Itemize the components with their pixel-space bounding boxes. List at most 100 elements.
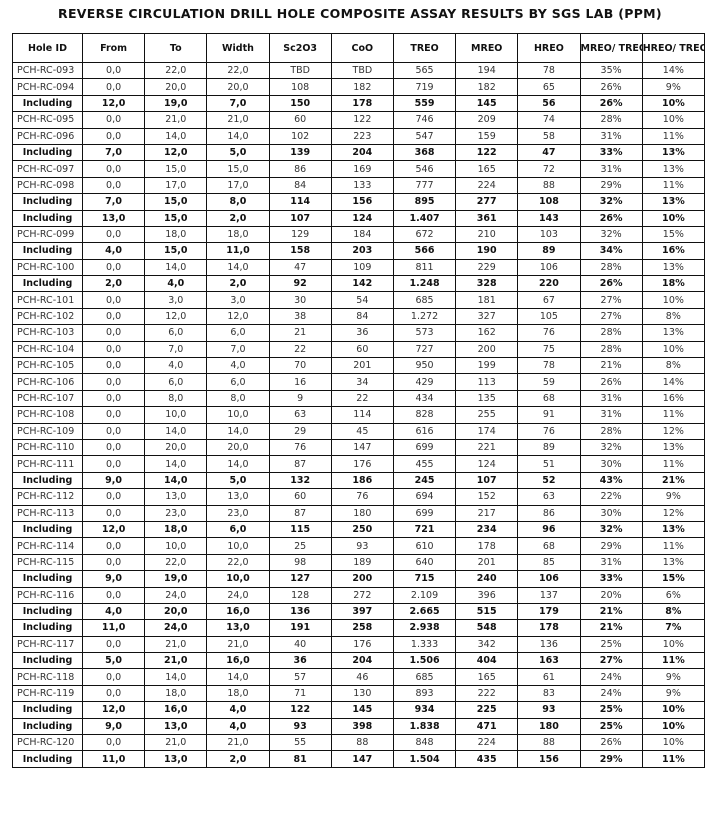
table-cell: 2,0 bbox=[206, 209, 270, 227]
table-cell: 28% bbox=[579, 258, 643, 277]
table-cell: 28% bbox=[579, 324, 643, 342]
including-row: Including 4,0 20,0 16,0 136 397 2.665 515 179 21%… bbox=[12, 602, 706, 621]
table-cell: 26% bbox=[579, 734, 643, 752]
table-row: PCH-RC-118 0,0 14,0 14,0 57 46 685 165 61 24% 9% bbox=[12, 668, 706, 686]
table-cell: 30% bbox=[579, 504, 643, 522]
table-cell: 159 bbox=[455, 127, 519, 145]
table-cell: 31% bbox=[579, 406, 643, 424]
hole-id-cell: PCH-RC-118 bbox=[12, 668, 83, 686]
including-row: Including 13,0 15,0 2,0 107 124 1.407 361 143 26%… bbox=[12, 209, 706, 227]
hole-id-cell: PCH-RC-103 bbox=[12, 324, 83, 342]
table-cell: 184 bbox=[330, 225, 394, 244]
table-cell: 88 bbox=[517, 176, 581, 195]
table-cell: 61 bbox=[517, 668, 581, 686]
table-cell: 124 bbox=[330, 209, 394, 227]
table-cell: 547 bbox=[392, 127, 457, 145]
table-cell: 0,0 bbox=[81, 258, 146, 277]
table-cell: 240 bbox=[455, 570, 519, 588]
table-row: PCH-RC-102 0,0 12,0 12,0 38 84 1.272 327 105 27% 8… bbox=[12, 307, 706, 326]
table-cell: 11% bbox=[641, 127, 706, 145]
table-cell: 87 bbox=[268, 455, 332, 473]
table-cell: 11% bbox=[641, 406, 706, 424]
table-cell: 4,0 bbox=[144, 275, 208, 293]
column-header: HREO/ TREO bbox=[641, 33, 706, 63]
table-cell: 2,0 bbox=[206, 750, 270, 768]
table-cell: 87 bbox=[268, 504, 332, 522]
table-cell: 342 bbox=[455, 635, 519, 654]
including-row: Including 9,0 13,0 4,0 93 398 1.838 471 180 25% 10… bbox=[12, 717, 706, 736]
table-cell: 78 bbox=[517, 357, 581, 375]
table-cell: 727 bbox=[392, 340, 457, 359]
table-cell: 685 bbox=[392, 291, 457, 309]
hole-id-cell: PCH-RC-116 bbox=[12, 586, 83, 604]
table-cell: 75 bbox=[517, 340, 581, 359]
table-cell: 19,0 bbox=[144, 570, 208, 588]
table-cell: 6,0 bbox=[206, 373, 270, 391]
table-cell: 13,0 bbox=[144, 717, 208, 736]
including-row: Including 12,0 18,0 6,0 115 250 721 234 96 32% 13% bbox=[12, 520, 706, 539]
table-row: PCH-RC-094 0,0 20,0 20,0 108 182 719 182 65 26% 9% bbox=[12, 78, 706, 96]
hole-id-cell: Including bbox=[12, 94, 83, 113]
table-cell: 14,0 bbox=[144, 258, 208, 277]
table-cell: 22,0 bbox=[206, 553, 270, 572]
table-cell: 8,0 bbox=[206, 193, 270, 211]
hole-id-cell: PCH-RC-110 bbox=[12, 438, 83, 457]
table-cell: 1.506 bbox=[392, 652, 457, 670]
table-cell: 14,0 bbox=[144, 455, 208, 473]
table-cell: 174 bbox=[455, 422, 519, 440]
table-cell: 0,0 bbox=[81, 225, 146, 244]
table-cell: 33% bbox=[579, 570, 643, 588]
table-cell: 9% bbox=[641, 684, 706, 703]
table-cell: 15,0 bbox=[144, 209, 208, 227]
header-row: Hole ID From To Width Sc2O3 CoO TREO MREO HREO MR… bbox=[12, 33, 706, 63]
table-cell: 21,0 bbox=[206, 734, 270, 752]
table-cell: 9,0 bbox=[81, 570, 146, 588]
table-cell: 30 bbox=[268, 291, 332, 309]
table-cell: 4,0 bbox=[206, 357, 270, 375]
table-cell: 136 bbox=[517, 635, 581, 654]
table-row: PCH-RC-093 0,0 22,0 22,0 TBD TBD 565 194 78 35% 14… bbox=[12, 61, 706, 80]
hole-id-cell: PCH-RC-111 bbox=[12, 455, 83, 473]
table-cell: 18,0 bbox=[206, 225, 270, 244]
hole-id-cell: PCH-RC-096 bbox=[12, 127, 83, 145]
hole-id-cell: Including bbox=[12, 570, 83, 588]
table-cell: 9 bbox=[268, 389, 332, 408]
table-cell: 11% bbox=[641, 176, 706, 195]
table-cell: 14,0 bbox=[144, 422, 208, 440]
table-cell: 26% bbox=[579, 78, 643, 96]
table-cell: 46 bbox=[330, 668, 394, 686]
table-cell: 0,0 bbox=[81, 61, 146, 80]
table-cell: 92 bbox=[268, 275, 332, 293]
table-cell: 108 bbox=[517, 193, 581, 211]
table-cell: 10% bbox=[641, 717, 706, 736]
column-header: MREO bbox=[455, 33, 519, 63]
table-cell: 70 bbox=[268, 357, 332, 375]
hole-id-cell: PCH-RC-100 bbox=[12, 258, 83, 277]
table-cell: 4,0 bbox=[81, 602, 146, 621]
table-cell: 328 bbox=[455, 275, 519, 293]
table-cell: 515 bbox=[455, 602, 519, 621]
table-cell: 28% bbox=[579, 422, 643, 440]
table-cell: 21% bbox=[579, 619, 643, 637]
table-cell: 222 bbox=[455, 684, 519, 703]
table-cell: 255 bbox=[455, 406, 519, 424]
table-cell: 106 bbox=[517, 258, 581, 277]
table-cell: 848 bbox=[392, 734, 457, 752]
column-header: HREO bbox=[517, 33, 581, 63]
table-cell: 10,0 bbox=[206, 537, 270, 555]
table-cell: 0,0 bbox=[81, 422, 146, 440]
table-cell: 107 bbox=[268, 209, 332, 227]
table-cell: 21,0 bbox=[144, 635, 208, 654]
table-cell: 4,0 bbox=[206, 701, 270, 719]
table-cell: 610 bbox=[392, 537, 457, 555]
table-cell: 34% bbox=[579, 242, 643, 260]
table-cell: 7,0 bbox=[144, 340, 208, 359]
table-cell: 136 bbox=[268, 602, 332, 621]
table-cell: 694 bbox=[392, 488, 457, 506]
table-row: PCH-RC-105 0,0 4,0 4,0 70 201 950 199 78 21% 8% bbox=[12, 357, 706, 375]
table-row: PCH-RC-119 0,0 18,0 18,0 71 130 893 222 83 24% 9% bbox=[12, 684, 706, 703]
table-cell: 163 bbox=[517, 652, 581, 670]
table-cell: 0,0 bbox=[81, 537, 146, 555]
table-cell: 10,0 bbox=[206, 406, 270, 424]
table-cell: 54 bbox=[330, 291, 394, 309]
